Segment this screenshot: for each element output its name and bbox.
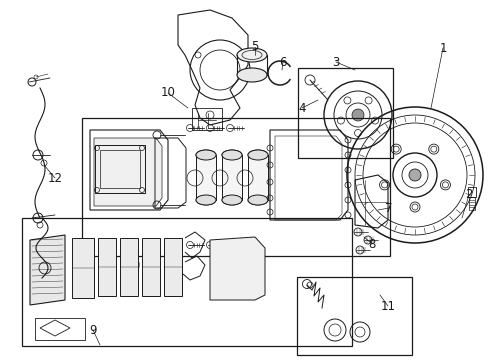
Text: 4: 4: [298, 102, 305, 114]
Bar: [98, 238, 116, 296]
Bar: [296, 277, 411, 355]
Bar: [297, 68, 392, 158]
Bar: [35, 318, 85, 340]
Circle shape: [408, 169, 420, 181]
Text: 1: 1: [438, 41, 446, 54]
Bar: [100, 150, 140, 188]
Text: 8: 8: [367, 238, 375, 251]
Text: 9: 9: [89, 324, 97, 337]
Bar: [142, 238, 160, 296]
Text: 3: 3: [332, 55, 339, 68]
Ellipse shape: [222, 150, 242, 160]
Bar: [120, 238, 138, 296]
Text: 6: 6: [279, 55, 286, 68]
Ellipse shape: [222, 195, 242, 205]
Text: 5: 5: [251, 40, 258, 54]
Bar: [247, 155, 267, 200]
Bar: [192, 108, 222, 130]
Bar: [82, 118, 389, 256]
Ellipse shape: [247, 195, 267, 205]
Text: 2: 2: [464, 189, 472, 202]
Bar: [22, 218, 351, 346]
Bar: [222, 155, 242, 200]
Bar: [95, 145, 145, 193]
Polygon shape: [94, 138, 162, 206]
Ellipse shape: [237, 48, 266, 62]
Ellipse shape: [237, 68, 266, 82]
Polygon shape: [30, 235, 65, 305]
Text: 7: 7: [385, 202, 392, 215]
Text: 12: 12: [47, 171, 62, 184]
Ellipse shape: [247, 150, 267, 160]
Text: 11: 11: [380, 300, 395, 312]
Circle shape: [351, 109, 363, 121]
Polygon shape: [209, 237, 264, 300]
Bar: [72, 238, 94, 298]
Bar: [163, 238, 182, 296]
Bar: [196, 155, 216, 200]
Ellipse shape: [196, 195, 216, 205]
Text: 10: 10: [160, 86, 175, 99]
Ellipse shape: [196, 150, 216, 160]
